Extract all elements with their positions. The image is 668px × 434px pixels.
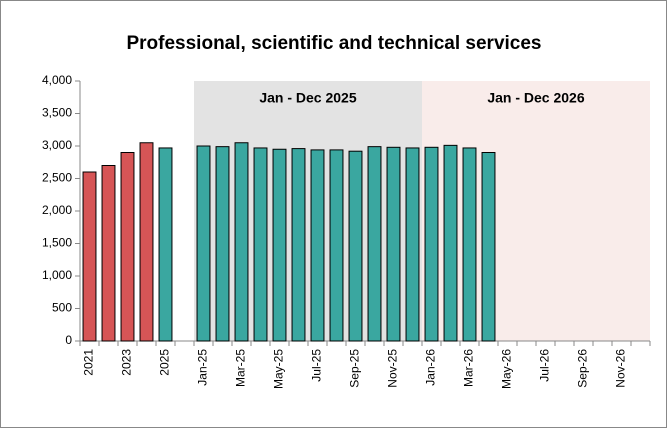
bar (101, 165, 116, 342)
y-tick-label: 500 (52, 301, 72, 315)
period-region (422, 81, 650, 341)
y-tick-label: 3,500 (42, 106, 72, 120)
bar (253, 147, 268, 342)
bar (196, 145, 211, 342)
region-label: Jan - Dec 2026 (487, 90, 584, 106)
x-tick-label: Jul-25 (310, 349, 324, 382)
bar (481, 152, 496, 342)
x-tick-label: Sep-25 (348, 349, 362, 388)
bar (443, 144, 458, 342)
chart-title: Professional, scientific and technical s… (126, 33, 541, 54)
x-tick-label: Jul-26 (538, 349, 552, 382)
bar (405, 147, 420, 342)
x-tick-label: Mar-25 (234, 349, 248, 387)
x-tick-label: 2025 (158, 349, 172, 376)
x-tick-label: Jan-25 (196, 349, 210, 386)
bar (462, 147, 477, 342)
y-tick-label: 2,500 (42, 171, 72, 185)
y-tick-label: 2,000 (42, 203, 72, 217)
x-tick-label: Sep-26 (576, 349, 590, 388)
bar (215, 146, 230, 342)
x-tick-label: May-26 (500, 349, 514, 389)
x-tick-label: Nov-26 (614, 349, 628, 388)
y-tick-label: 3,000 (42, 138, 72, 152)
x-tick-label: 2021 (82, 349, 96, 376)
bar (291, 148, 306, 342)
x-tick-label: Nov-25 (386, 349, 400, 388)
x-tick-label: 2023 (120, 349, 134, 376)
bar (424, 146, 439, 342)
period-region (194, 81, 422, 341)
y-tick-label: 0 (65, 333, 72, 347)
bar (158, 147, 173, 342)
y-tick-label: 1,500 (42, 236, 72, 250)
x-tick-label: Jan-26 (424, 349, 438, 386)
region-label: Jan - Dec 2025 (259, 90, 356, 106)
bar (367, 146, 382, 342)
bar (139, 142, 154, 342)
x-tick-label: May-25 (272, 349, 286, 389)
y-tick-label: 1,000 (42, 268, 72, 282)
bar (82, 171, 97, 342)
bar (329, 149, 344, 342)
bar (272, 148, 287, 342)
y-tick-label: 4,000 (42, 73, 72, 87)
x-tick-label: Mar-26 (462, 349, 476, 387)
bar (386, 146, 401, 342)
bar (234, 142, 249, 342)
bar (120, 152, 135, 342)
bar (310, 149, 325, 342)
bar (348, 150, 363, 342)
